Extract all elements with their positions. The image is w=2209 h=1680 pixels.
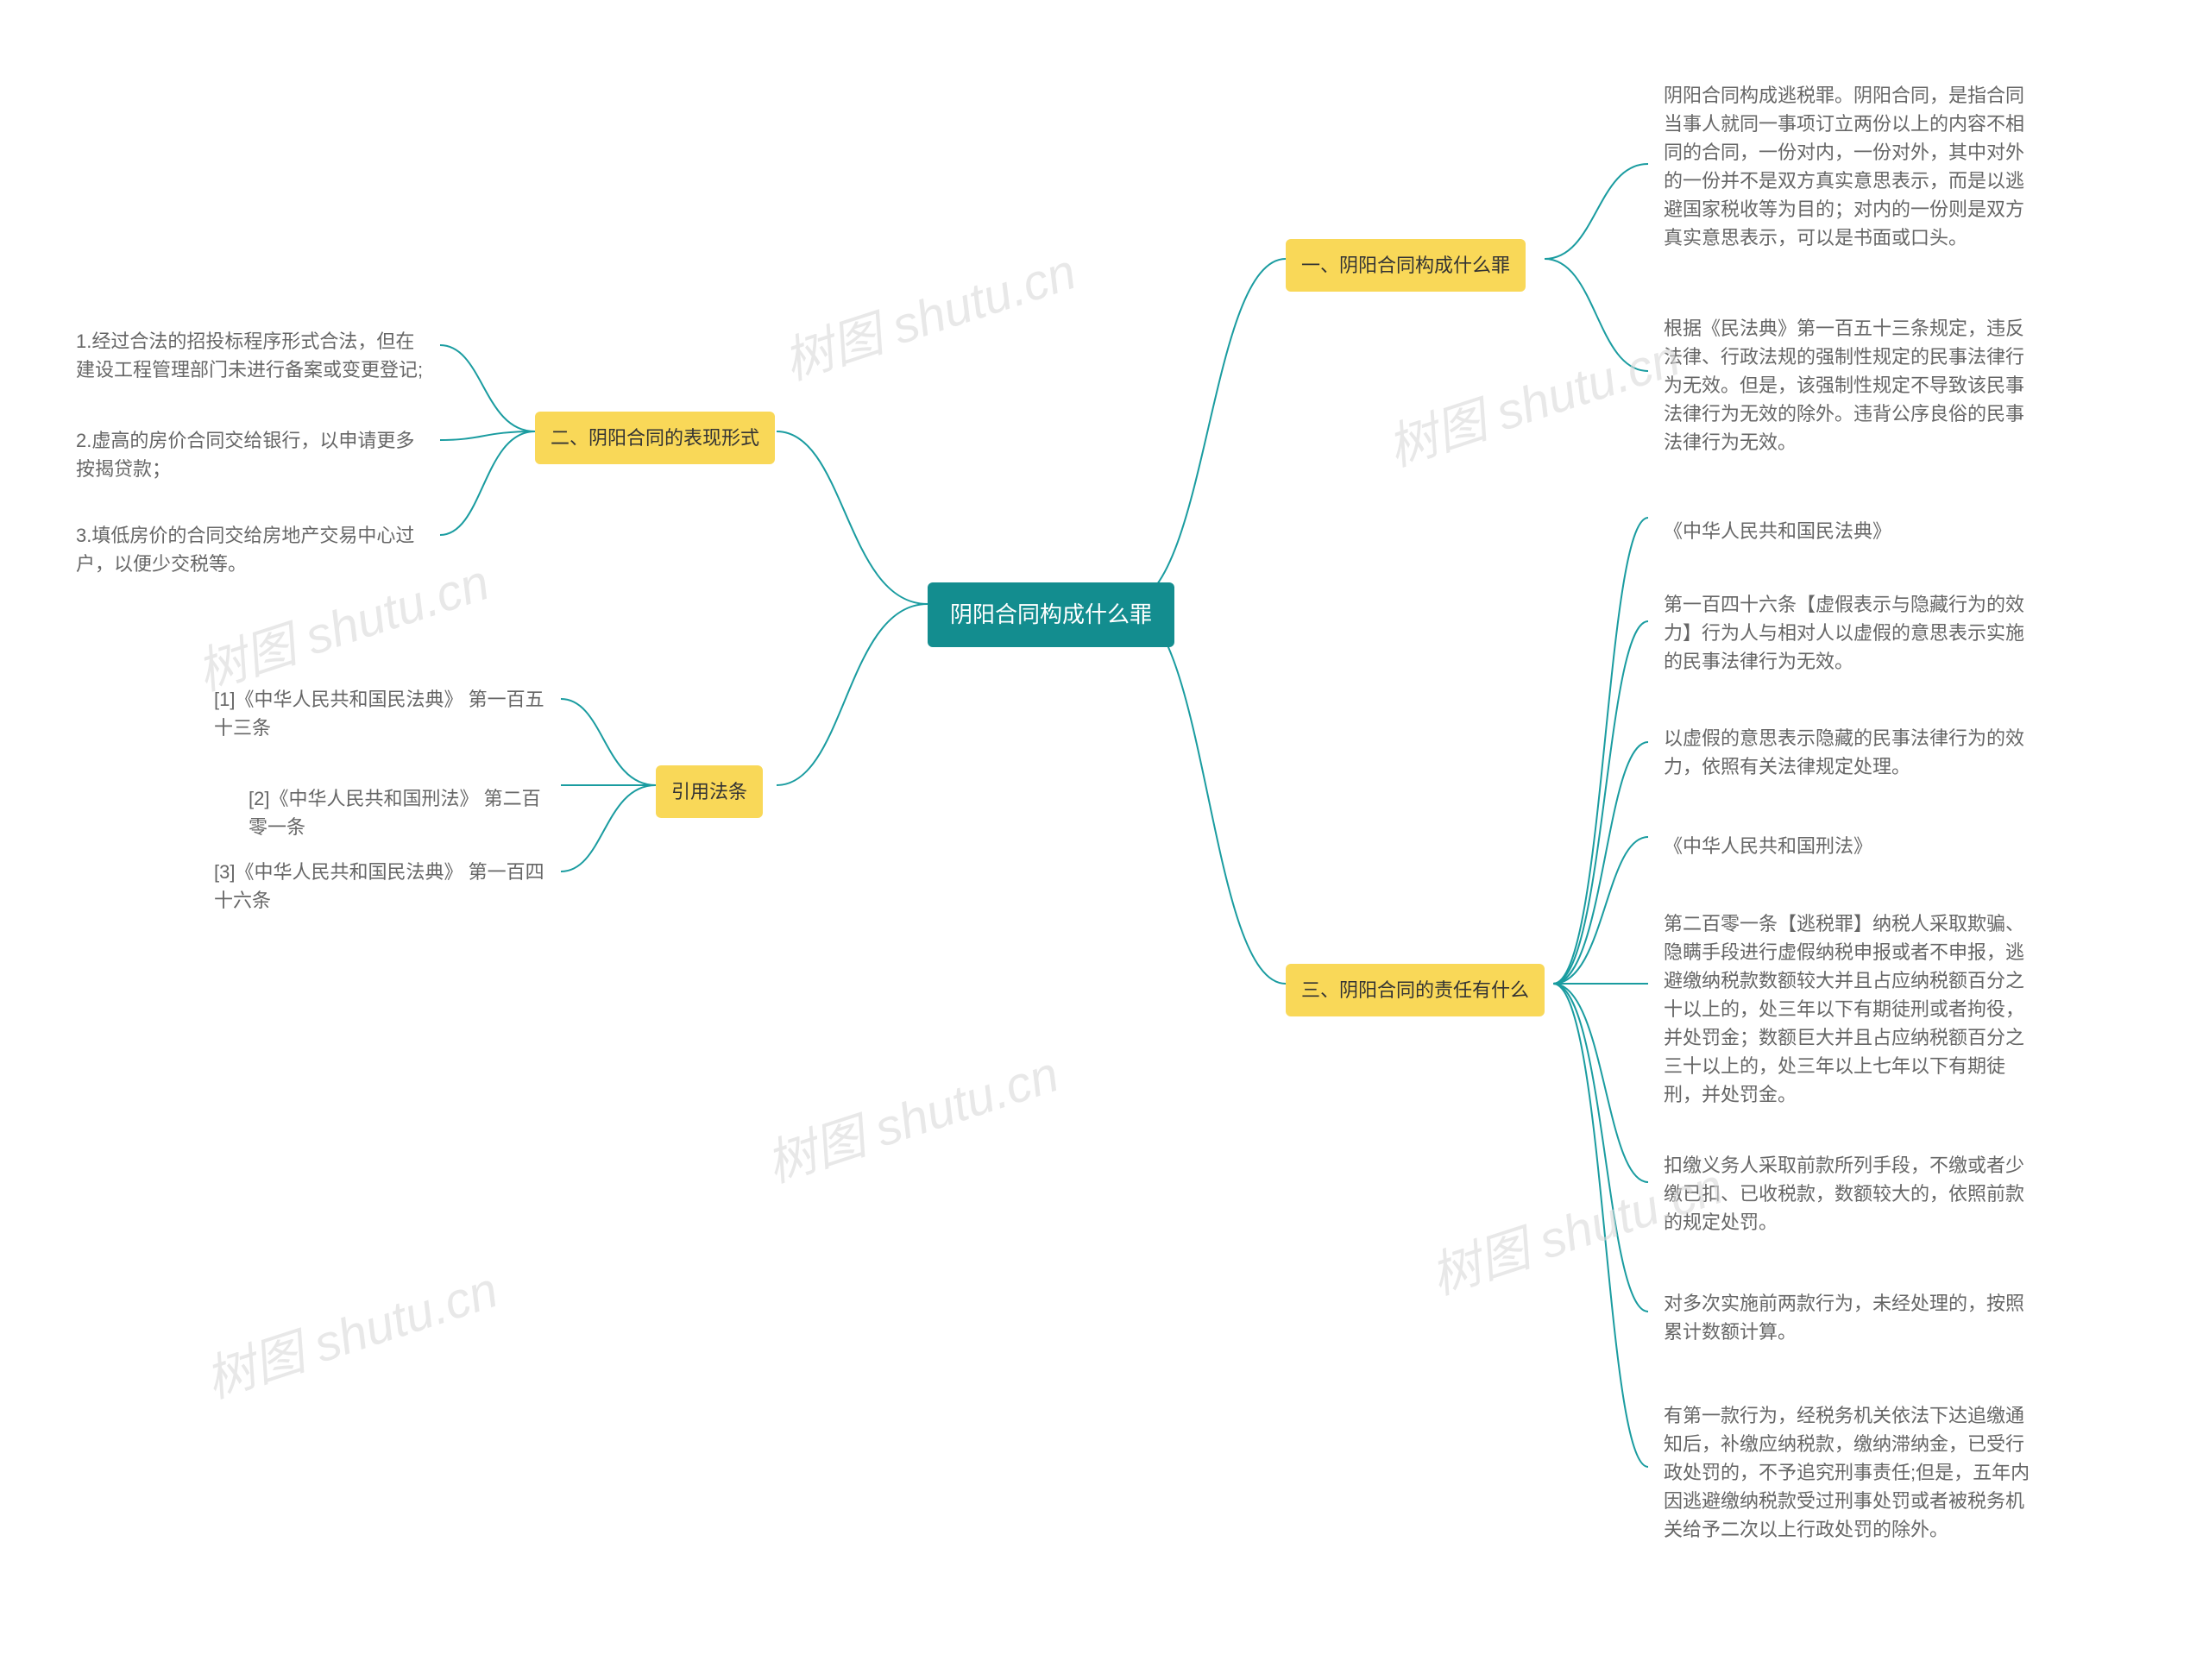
branch-ref[interactable]: 引用法条 [656, 765, 763, 818]
branch-2-leaf-2: 3.填低房价的合同交给房地产交易中心过户，以便少交税等。 [60, 509, 440, 590]
root-node[interactable]: 阴阳合同构成什么罪 [928, 582, 1174, 647]
branch-2-leaf-1: 2.虚高的房价合同交给银行，以申请更多按揭贷款； [60, 414, 440, 495]
watermark: 树图 shutu.cn [1377, 318, 1688, 480]
branch-1-leaf-0: 阴阳合同构成逃税罪。阴阳合同，是指合同当事人就同一事项订立两份以上的内容不相同的… [1648, 69, 2054, 264]
branch-1-leaf-1: 根据《民法典》第一百五十三条规定，违反法律、行政法规的强制性规定的民事法律行为无… [1648, 302, 2054, 469]
branch-ref-leaf-1: [2]《中华人民共和国刑法》 第二百零一条 [233, 772, 561, 853]
branch-3-leaf-6: 对多次实施前两款行为，未经处理的，按照累计数额计算。 [1648, 1277, 2054, 1358]
branch-3-leaf-4: 第二百零一条【逃税罪】纳税人采取欺骗、隐瞒手段进行虚假纳税申报或者不申报，逃避缴… [1648, 897, 2054, 1121]
branch-1[interactable]: 一、阴阳合同构成什么罪 [1286, 239, 1526, 292]
branch-3-leaf-2: 以虚假的意思表示隐藏的民事法律行为的效力，依照有关法律规定处理。 [1648, 712, 2054, 793]
branch-3-leaf-7: 有第一款行为，经税务机关依法下达追缴通知后，补缴应纳税款，缴纳滞纳金，已受行政处… [1648, 1389, 2054, 1556]
branch-2-leaf-0: 1.经过合法的招投标程序形式合法，但在建设工程管理部门未进行备案或变更登记; [60, 315, 440, 396]
branch-3-leaf-0: 《中华人民共和国民法典》 [1648, 505, 1907, 557]
branch-2[interactable]: 二、阴阳合同的表现形式 [535, 412, 775, 464]
branch-ref-leaf-0: [1]《中华人民共和国民法典》 第一百五十三条 [198, 673, 561, 754]
branch-3-leaf-5: 扣缴义务人采取前款所列手段，不缴或者少缴已扣、已收税款，数额较大的，依照前款的规… [1648, 1139, 2054, 1249]
branch-3[interactable]: 三、阴阳合同的责任有什么 [1286, 964, 1545, 1016]
watermark: 树图 shutu.cn [195, 1249, 506, 1412]
branch-3-leaf-3: 《中华人民共和国刑法》 [1648, 820, 1888, 872]
branch-ref-leaf-2: [3]《中华人民共和国民法典》 第一百四十六条 [198, 846, 561, 927]
watermark: 树图 shutu.cn [773, 231, 1084, 393]
watermark: 树图 shutu.cn [756, 1034, 1067, 1196]
branch-3-leaf-1: 第一百四十六条【虚假表示与隐藏行为的效力】行为人与相对人以虚假的意思表示实施的民… [1648, 578, 2054, 688]
